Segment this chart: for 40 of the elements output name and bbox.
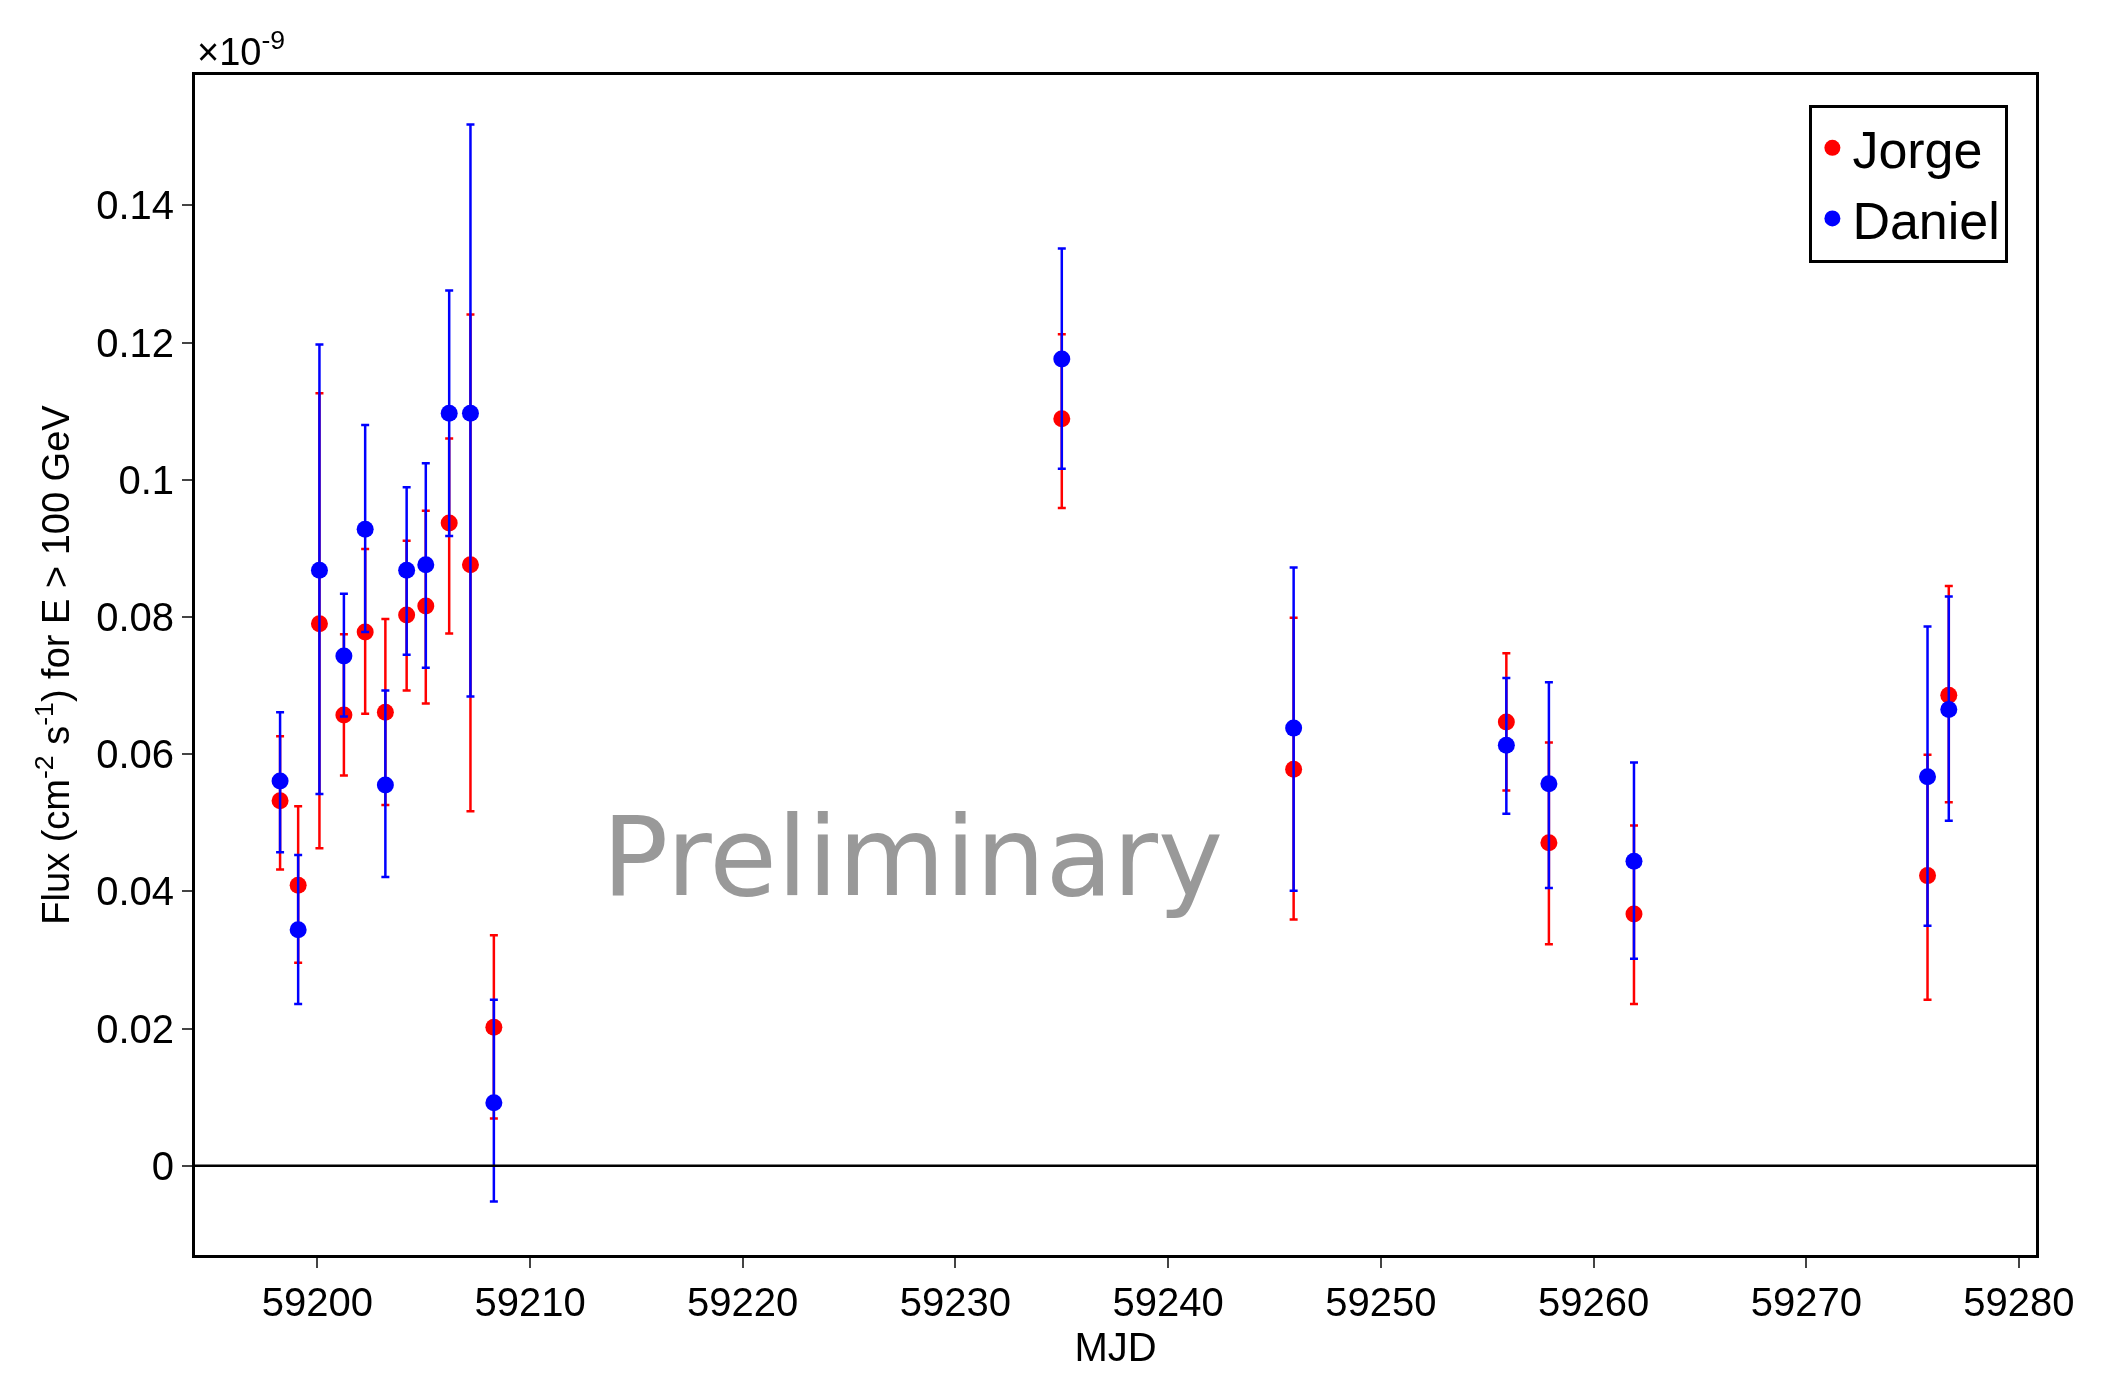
y-tick-label: 0.14 bbox=[96, 183, 174, 228]
point bbox=[1497, 736, 1515, 754]
y-tick-label: 0.04 bbox=[96, 869, 174, 914]
point bbox=[398, 561, 416, 579]
x-axis-title: MJD bbox=[1074, 1324, 1157, 1369]
annotation: Preliminary bbox=[602, 793, 1224, 921]
point bbox=[356, 520, 374, 538]
y-tick-label: 0.08 bbox=[96, 594, 174, 639]
x-tick-label: 59280 bbox=[1963, 1280, 2075, 1324]
point bbox=[1540, 775, 1558, 793]
point bbox=[289, 921, 307, 939]
point bbox=[1625, 852, 1643, 870]
x-tick-label: 59260 bbox=[1537, 1280, 1650, 1324]
x-tick-label: 59240 bbox=[1112, 1280, 1224, 1324]
point bbox=[1940, 701, 1958, 719]
y-tick-label: 0.02 bbox=[96, 1006, 174, 1051]
x-tick-label: 59270 bbox=[1750, 1280, 1862, 1324]
point bbox=[310, 561, 328, 579]
point bbox=[1285, 719, 1303, 737]
text: ×10$^{-9}$ bbox=[197, 25, 286, 73]
y-tick-label: 0.1 bbox=[118, 457, 174, 502]
point bbox=[271, 772, 289, 790]
y-tick-label: 0.06 bbox=[96, 732, 174, 777]
x-tick-label: 59200 bbox=[261, 1280, 373, 1324]
point bbox=[461, 404, 479, 422]
y-tick-label: 0 bbox=[151, 1143, 174, 1188]
point bbox=[485, 1094, 503, 1112]
point bbox=[335, 647, 353, 665]
point bbox=[440, 404, 458, 422]
point bbox=[376, 776, 394, 794]
x-tick-label: 59220 bbox=[687, 1280, 799, 1324]
legend-label: Daniel bbox=[1852, 191, 2000, 250]
y-tick-label: 0.12 bbox=[96, 320, 174, 365]
point bbox=[1919, 768, 1937, 786]
x-tick-label: 59230 bbox=[899, 1280, 1012, 1324]
x-tick-label: 59250 bbox=[1325, 1280, 1437, 1324]
point bbox=[1053, 350, 1071, 368]
x-tick-label: 59210 bbox=[474, 1280, 586, 1324]
point bbox=[417, 556, 435, 574]
legend-label: Jorge bbox=[1852, 121, 1983, 180]
